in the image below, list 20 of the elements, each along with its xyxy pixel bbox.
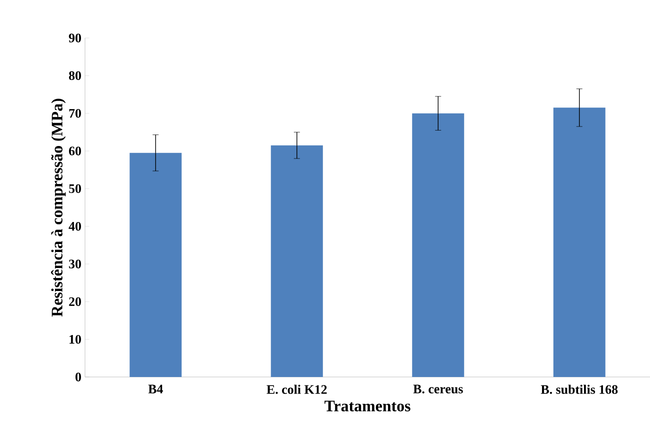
x-axis-title: Tratamentos <box>324 400 410 412</box>
x-tick-label: E. coli K12 <box>266 384 327 394</box>
y-tick-label: 20 <box>69 297 81 306</box>
y-tick-label: 40 <box>68 222 81 231</box>
bar <box>412 113 464 377</box>
y-tick-label: 60 <box>68 146 81 156</box>
y-tick-label: 0 <box>76 372 81 382</box>
x-tick-label: B4 <box>148 384 163 394</box>
bar <box>553 108 606 377</box>
x-tick-label: B. cereus <box>413 384 463 394</box>
y-tick-label: 80 <box>68 71 81 80</box>
bar <box>270 145 323 377</box>
y-tick-label: 90 <box>68 34 81 42</box>
x-tick-label: B. subtilis 168 <box>540 384 618 394</box>
bar <box>130 152 182 377</box>
y-tick-label: 70 <box>69 108 81 118</box>
y-tick-label: 10 <box>70 334 81 344</box>
y-axis-title: Resistência à compressão (MPa) <box>51 98 66 317</box>
y-tick-label: 50 <box>69 184 81 194</box>
y-tick-label: 30 <box>69 260 81 268</box>
